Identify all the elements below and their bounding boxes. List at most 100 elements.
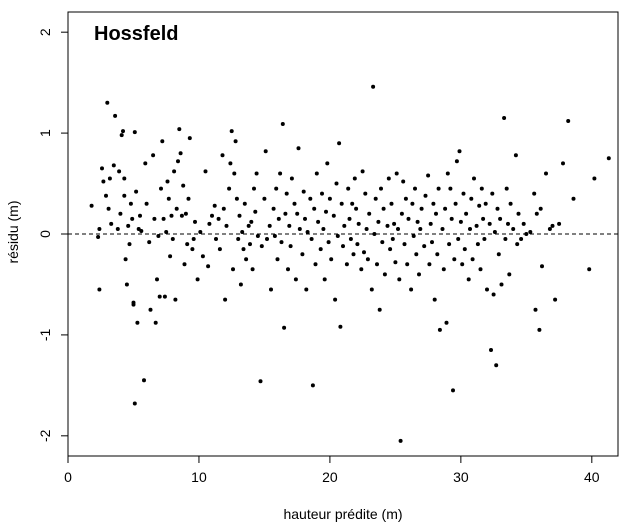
data-point — [406, 216, 411, 221]
data-point — [160, 139, 165, 144]
data-point — [128, 201, 133, 206]
data-point — [402, 242, 407, 247]
data-point — [499, 282, 504, 287]
data-point — [134, 189, 139, 194]
x-tick-label: 20 — [322, 469, 338, 485]
data-point — [283, 211, 288, 216]
data-point — [381, 206, 386, 211]
data-point — [168, 254, 173, 259]
y-axis-title: résidu (m) — [5, 200, 21, 263]
data-point — [443, 206, 448, 211]
data-point — [363, 191, 368, 196]
data-point — [491, 292, 496, 297]
data-point — [426, 173, 431, 178]
data-point — [314, 171, 319, 176]
data-point — [131, 302, 136, 307]
data-point — [254, 171, 259, 176]
data-point — [333, 297, 338, 302]
data-point — [144, 201, 149, 206]
data-point — [232, 171, 237, 176]
data-point — [172, 169, 177, 174]
data-point — [492, 230, 497, 234]
data-point — [592, 176, 597, 181]
data-point — [118, 211, 123, 216]
data-point — [377, 307, 382, 312]
data-point — [503, 237, 508, 241]
data-point — [380, 240, 385, 245]
data-point — [566, 119, 571, 123]
data-point — [122, 193, 127, 198]
data-point — [97, 227, 102, 231]
data-point — [389, 201, 394, 206]
data-point — [155, 277, 159, 282]
data-point — [437, 327, 442, 332]
data-point — [354, 206, 359, 211]
data-point — [312, 206, 317, 211]
data-point — [324, 209, 328, 214]
data-point — [310, 383, 315, 388]
data-point — [428, 221, 433, 226]
data-point — [111, 163, 116, 168]
data-point — [156, 234, 161, 238]
data-point — [444, 320, 449, 325]
data-point — [104, 193, 108, 198]
data-point — [453, 201, 458, 206]
data-point — [371, 84, 376, 89]
data-point — [231, 267, 235, 272]
data-point — [274, 186, 279, 191]
data-point — [435, 252, 440, 257]
data-point — [494, 363, 499, 368]
data-point — [347, 216, 352, 221]
data-point — [513, 153, 518, 158]
data-point — [326, 240, 331, 245]
data-point — [183, 211, 188, 216]
data-point — [288, 244, 293, 249]
data-point — [385, 223, 390, 228]
data-point — [220, 153, 225, 158]
data-point — [496, 252, 501, 257]
data-point — [159, 186, 163, 191]
data-point — [417, 272, 421, 277]
data-point — [276, 216, 281, 221]
data-point — [157, 294, 162, 299]
data-point — [475, 242, 480, 247]
data-point — [190, 247, 195, 252]
data-points-layer — [89, 84, 611, 443]
data-point — [255, 234, 260, 238]
data-point — [422, 244, 427, 249]
data-point — [479, 186, 484, 191]
data-point — [228, 161, 233, 166]
data-point — [454, 159, 459, 164]
data-point — [165, 179, 170, 184]
data-point — [511, 227, 516, 231]
data-point — [233, 139, 238, 144]
data-point — [250, 267, 255, 272]
data-point — [267, 223, 272, 228]
data-point — [537, 327, 542, 332]
data-point — [287, 223, 292, 228]
data-point — [557, 221, 562, 226]
data-point — [521, 221, 526, 226]
data-point — [365, 257, 370, 262]
data-point — [198, 230, 203, 234]
data-point — [101, 179, 106, 184]
data-point — [127, 242, 132, 247]
data-point — [515, 242, 520, 247]
data-point — [187, 136, 192, 141]
data-point — [282, 325, 287, 330]
data-point — [331, 213, 336, 218]
x-tick-label: 40 — [584, 469, 600, 485]
data-point — [142, 378, 146, 383]
data-point — [524, 232, 529, 236]
data-point — [419, 206, 424, 211]
data-point — [373, 196, 378, 201]
data-point — [253, 209, 258, 214]
data-point — [318, 247, 323, 252]
data-point — [246, 223, 251, 228]
data-point — [295, 211, 300, 216]
data-point — [461, 191, 466, 196]
data-point — [528, 230, 533, 234]
data-point — [538, 206, 543, 211]
data-point — [447, 242, 452, 247]
data-point — [206, 264, 211, 269]
